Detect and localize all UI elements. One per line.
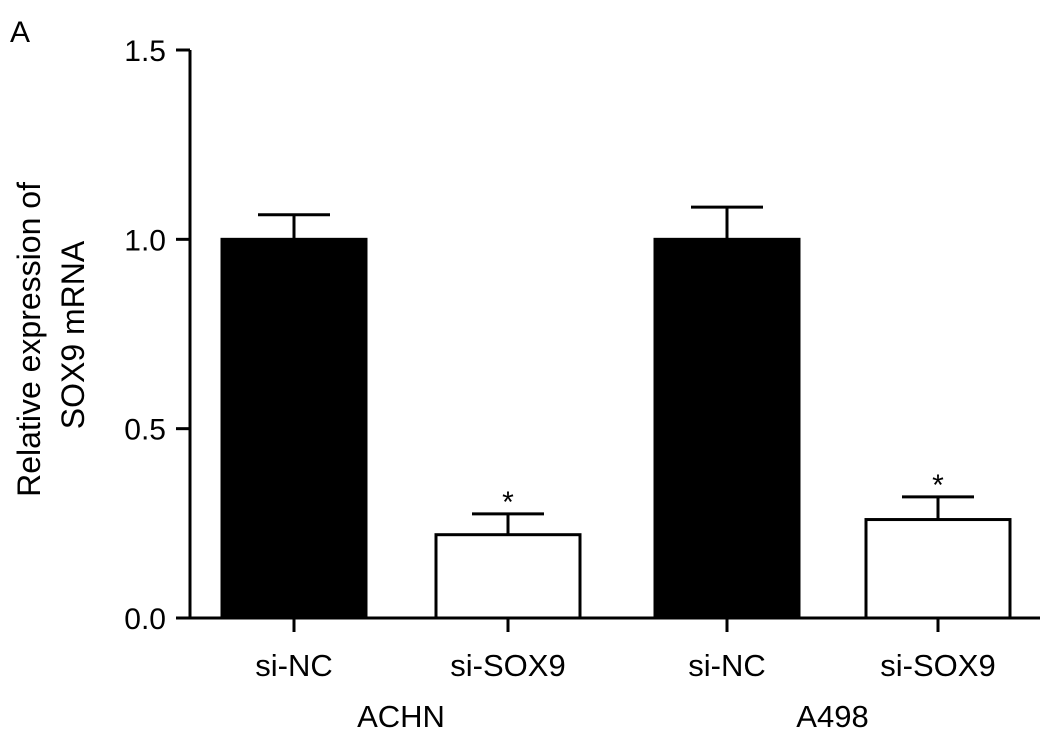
y-axis-label: Relative expression of SOX9 mRNA bbox=[11, 173, 91, 497]
bar bbox=[220, 237, 368, 620]
y-tick-label: 0.0 bbox=[124, 603, 166, 636]
significance-marker: * bbox=[502, 486, 514, 519]
significance-marker: * bbox=[932, 469, 944, 502]
panel-label: A bbox=[10, 16, 30, 49]
y-tick-label: 0.5 bbox=[124, 414, 166, 447]
group-label: A498 bbox=[796, 699, 868, 734]
x-tick-label: si-SOX9 bbox=[450, 648, 565, 683]
group-label: ACHN bbox=[357, 699, 445, 734]
y-axis-ticks: 0.0 0.5 1.0 1.5 bbox=[124, 35, 190, 636]
y-tick-label: 1.0 bbox=[124, 224, 166, 257]
bar bbox=[864, 518, 1012, 620]
y-axis-label-line-2: SOX9 mRNA bbox=[55, 240, 91, 429]
y-axis-label-line-1: Relative expression of bbox=[11, 182, 47, 497]
bar bbox=[434, 533, 582, 620]
x-tick-label: si-NC bbox=[688, 648, 766, 683]
x-tick-label: si-SOX9 bbox=[880, 648, 995, 683]
bar bbox=[653, 237, 801, 620]
y-tick-label: 1.5 bbox=[124, 35, 166, 68]
x-tick-label: si-NC bbox=[255, 648, 333, 683]
bars: ** bbox=[220, 205, 1012, 620]
